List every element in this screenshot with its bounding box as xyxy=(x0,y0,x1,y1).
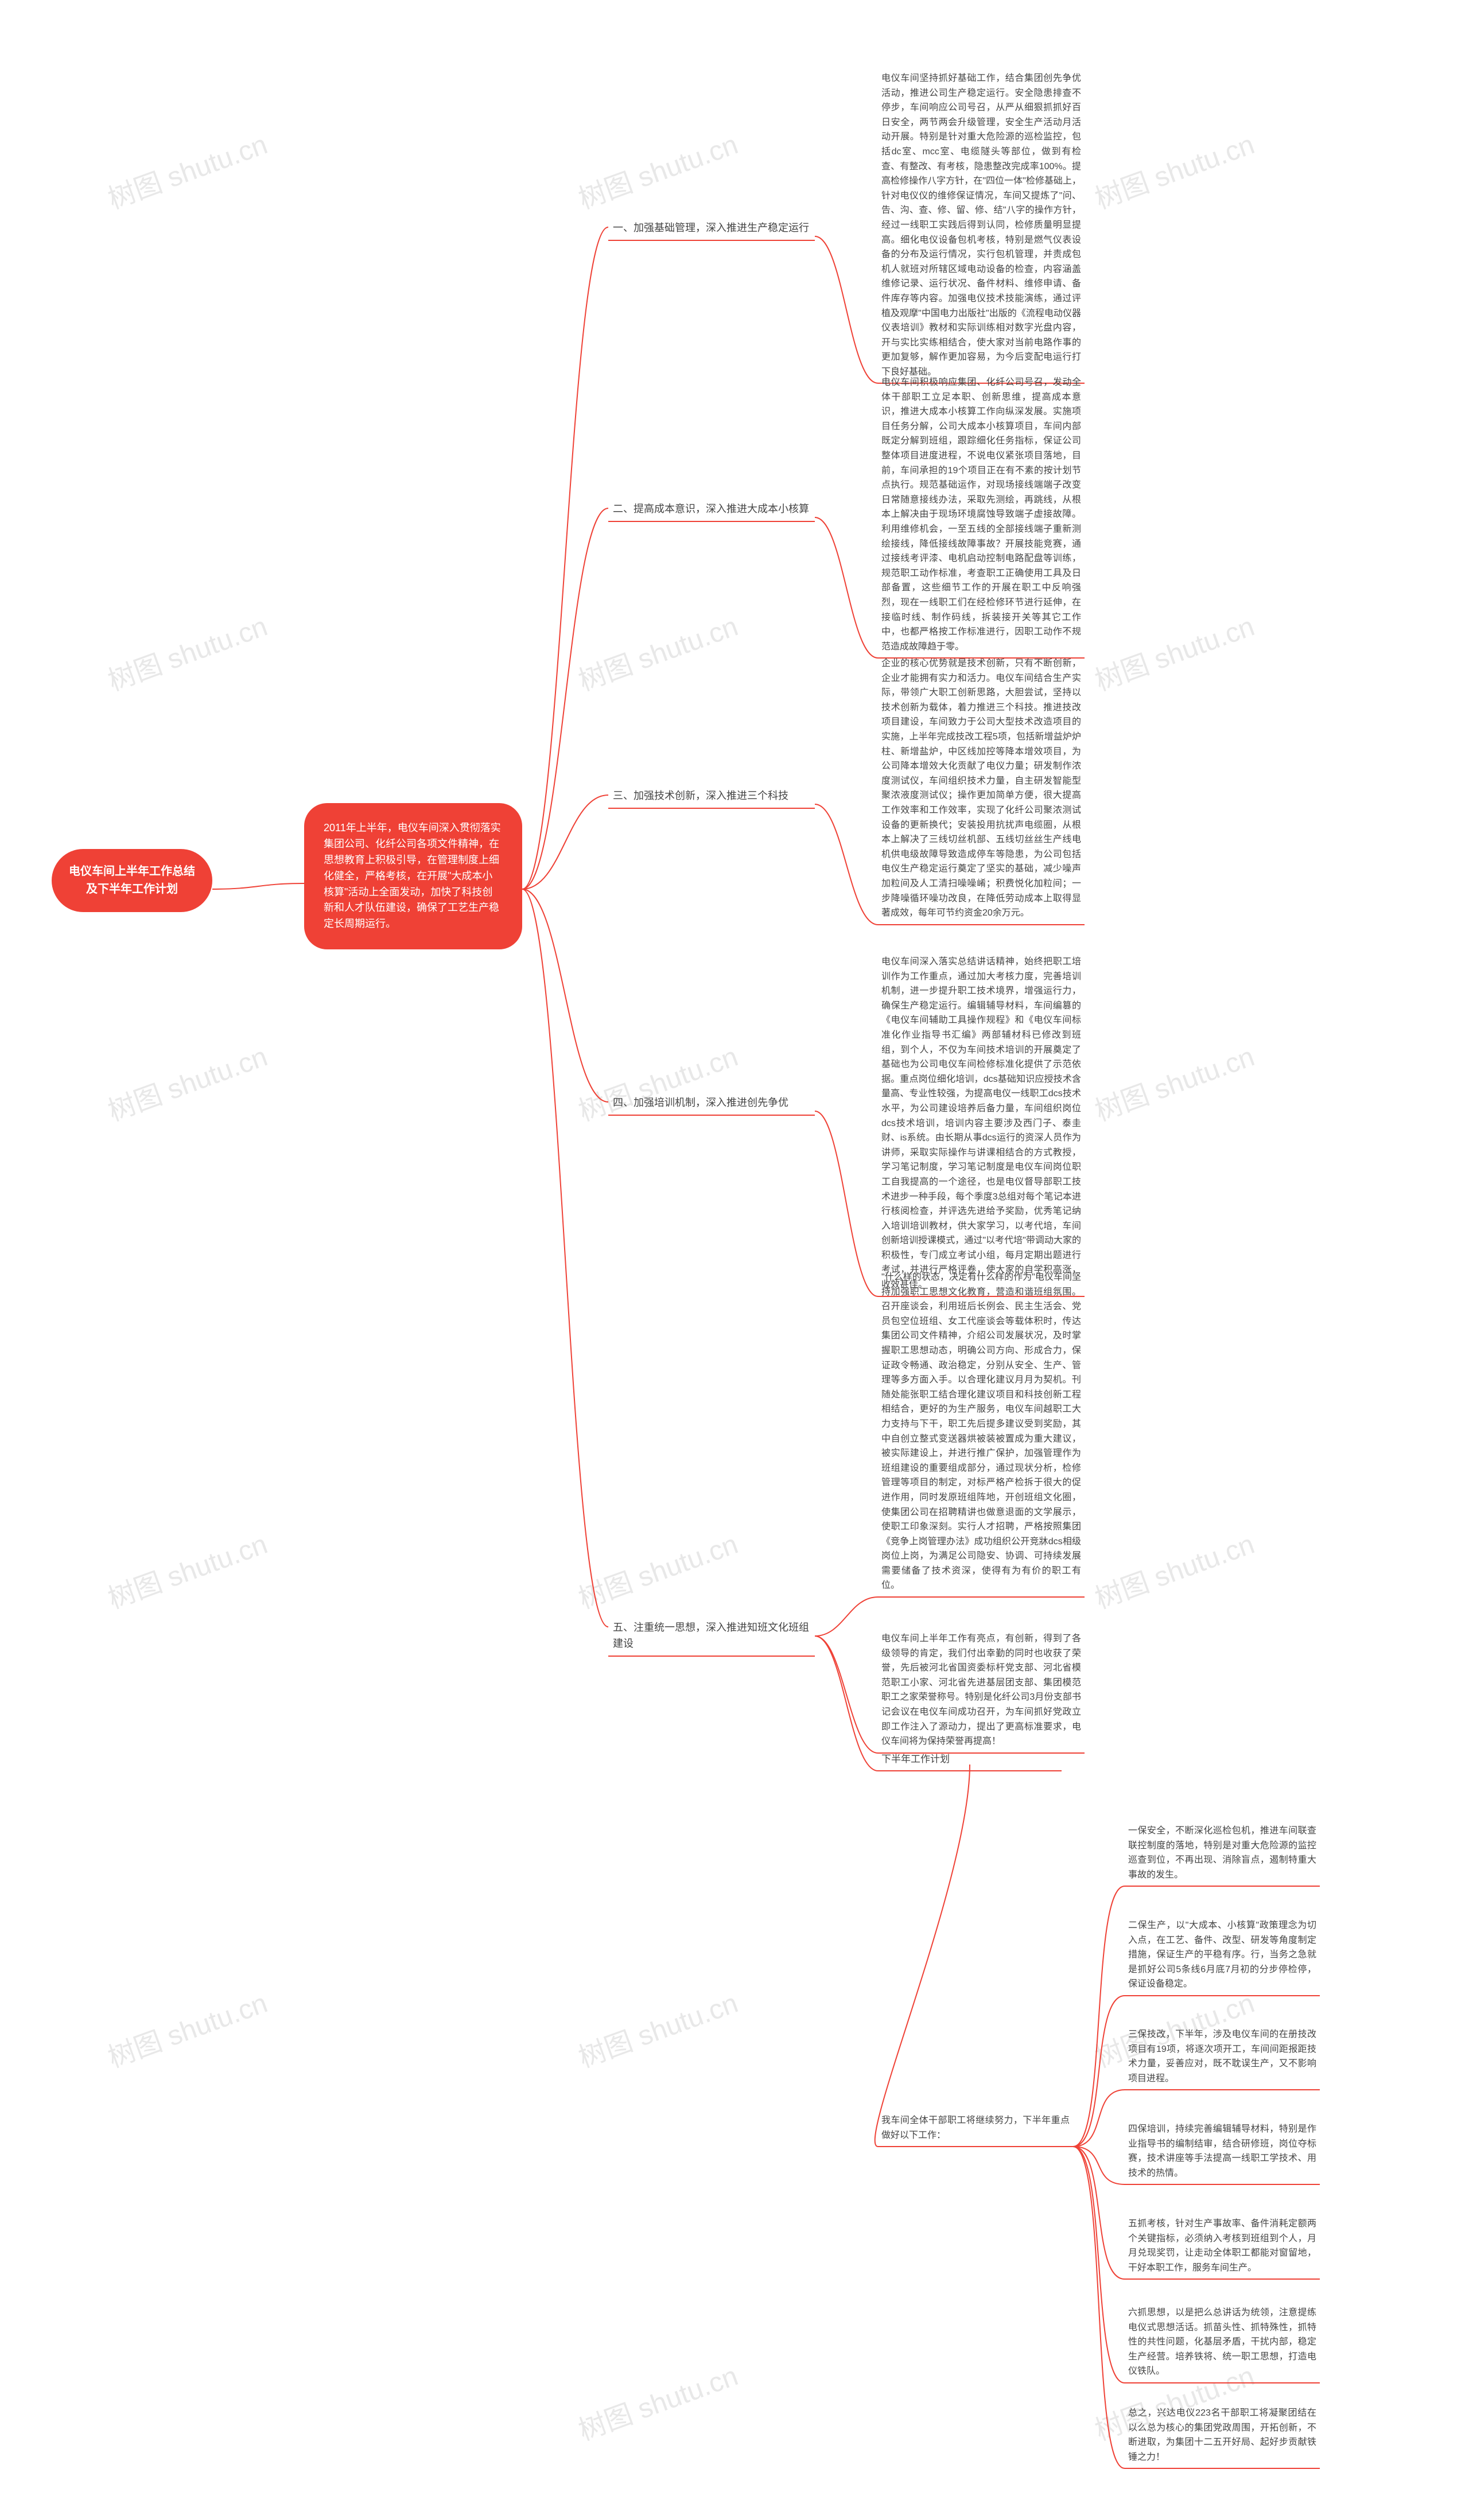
leaf-node[interactable]: 电仪车间积极响应集团、化纤公司号召，发动全体干部职工立足本职、创新思维，提高成本… xyxy=(878,373,1085,659)
watermark: 树图 shutu.cn xyxy=(572,2353,743,2448)
sub-leaf-node[interactable]: 三保技改，下半年，涉及电仪车间的在册技改项目有19项，将逐次项开工，车间间距报距… xyxy=(1125,2025,1320,2090)
sub-leaf-node[interactable]: 一保安全，不断深化巡检包机，推进车间联查联控制度的落地，特别是对重大危险源的监控… xyxy=(1125,1821,1320,1887)
watermark: 树图 shutu.cn xyxy=(102,1980,272,2075)
branch-label[interactable]: 一、加强基础管理，深入推进生产稳定运行 xyxy=(608,218,815,241)
leaf-node[interactable]: 企业的核心优势就是技术创新，只有不断创新，企业才能拥有实力和活力。电仪车间结合生… xyxy=(878,654,1085,925)
branch-label[interactable]: 二、提高成本意识，深入推进大成本小核算 xyxy=(608,499,815,522)
leaf-node[interactable]: "什么样的状态，决定有什么样的作为"电仪车间坚持加强职工思想文化教育，营造和谐班… xyxy=(878,1268,1085,1598)
mindmap-canvas: 树图 shutu.cn 树图 shutu.cn 树图 shutu.cn 树图 shut… xyxy=(0,0,1469,2520)
branch-label[interactable]: 四、加强培训机制，深入推进创先争优 xyxy=(608,1093,815,1116)
sub-header[interactable]: 下半年工作计划 xyxy=(878,1750,1062,1771)
watermark: 树图 shutu.cn xyxy=(102,1034,272,1128)
sub-leaf-node[interactable]: 二保生产，以"大成本、小核算"政策理念为切入点，在工艺、备件、改型、研发等角度制… xyxy=(1125,1916,1320,1996)
sub-leaf-node[interactable]: 四保培训，持续完善编辑辅导材料，特别是作业指导书的编制结审，结合研修班，岗位夺标… xyxy=(1125,2120,1320,2185)
watermark: 树图 shutu.cn xyxy=(572,1980,743,2075)
watermark: 树图 shutu.cn xyxy=(572,603,743,698)
watermark: 树图 shutu.cn xyxy=(1089,122,1259,216)
watermark: 树图 shutu.cn xyxy=(572,122,743,216)
summary-node[interactable]: 2011年上半年，电仪车间深入贯彻落实集团公司、化纤公司各项文件精神，在思想教育… xyxy=(304,803,522,949)
leaf-node[interactable]: 电仪车间坚持抓好基础工作，结合集团创先争优活动，推进公司生产稳定运行。安全隐患排… xyxy=(878,69,1085,384)
sub-leaf-node[interactable]: 六抓思想，以是把么总讲话为统领，注意提练电仪式思想活话。抓苗头性、抓特殊性，抓特… xyxy=(1125,2303,1320,2383)
watermark: 树图 shutu.cn xyxy=(102,122,272,216)
sub-leaf-node[interactable]: 五抓考核，针对生产事故率、备件消耗定额两个关键指标，必须纳入考核到班组到个人，月… xyxy=(1125,2214,1320,2280)
watermark: 树图 shutu.cn xyxy=(102,1521,272,1616)
sub-leaf-node[interactable]: 总之，兴达电仪223名干部职工将凝聚团结在以么总为核心的集团党政周围，开拓创新，… xyxy=(1125,2404,1320,2469)
leaf-node[interactable]: 电仪车间深入落实总结讲话精神，始终把职工培训作为工作重点，通过加大考核力度，完善… xyxy=(878,952,1085,1297)
sub-parent-node[interactable]: 我车间全体干部职工将继续努力，下半年重点做好以下工作： xyxy=(878,2111,1073,2147)
watermark: 树图 shutu.cn xyxy=(572,1521,743,1616)
branch-label[interactable]: 五、注重统一思想，深入推进知班文化班组建设 xyxy=(608,1618,815,1657)
root-node[interactable]: 电仪车间上半年工作总结及下半年工作计划 xyxy=(52,849,212,912)
leaf-node[interactable]: 电仪车间上半年工作有亮点，有创新，得到了各级领导的肯定，我们付出幸勤的同时也收获… xyxy=(878,1629,1085,1754)
watermark: 树图 shutu.cn xyxy=(1089,1521,1259,1616)
watermark: 树图 shutu.cn xyxy=(102,603,272,698)
branch-label[interactable]: 三、加强技术创新，深入推进三个科技 xyxy=(608,786,815,809)
watermark: 树图 shutu.cn xyxy=(1089,1034,1259,1128)
watermark: 树图 shutu.cn xyxy=(1089,603,1259,698)
